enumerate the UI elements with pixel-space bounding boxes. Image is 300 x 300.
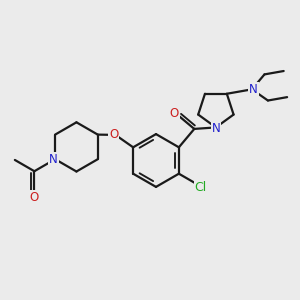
Text: N: N <box>249 83 258 96</box>
Text: Cl: Cl <box>195 181 207 194</box>
Text: N: N <box>212 122 220 135</box>
Text: O: O <box>30 191 39 204</box>
Text: O: O <box>169 107 179 120</box>
Text: N: N <box>49 153 58 166</box>
Text: O: O <box>109 128 119 141</box>
